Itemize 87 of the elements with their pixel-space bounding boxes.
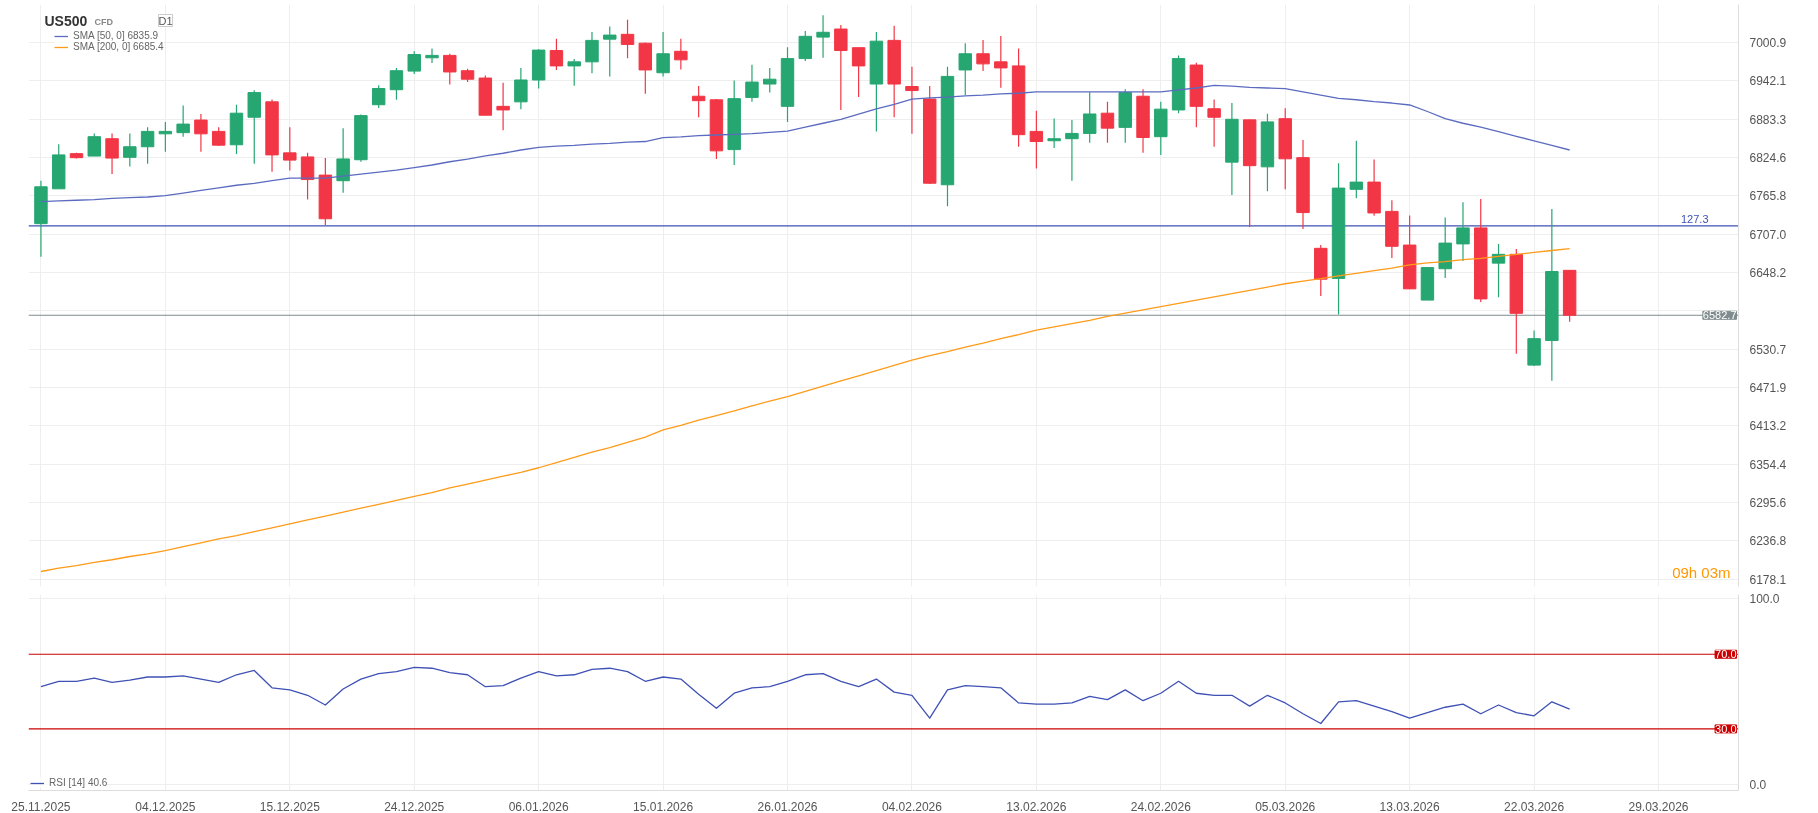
x-tick-label: 05.03.2026 [1255, 799, 1316, 813]
candlestick [407, 50, 421, 75]
y-tick-label: 6707.0 [1749, 227, 1787, 242]
candlestick [976, 39, 990, 72]
candlestick [745, 64, 759, 103]
y-tick-label: 6824.6 [1749, 150, 1787, 165]
y-tick-label: 6765.8 [1749, 189, 1787, 204]
x-tick-label: 29.03.2026 [1628, 799, 1689, 813]
candlestick [194, 113, 208, 153]
y-tick-label: 7000.9 [1749, 35, 1787, 50]
candlestick [1349, 140, 1364, 199]
candlestick [1047, 117, 1061, 149]
x-tick-label: 24.12.2025 [384, 799, 445, 813]
y-tick-label: 6471.9 [1749, 381, 1787, 396]
candlestick [567, 58, 581, 87]
candlestick [816, 14, 830, 59]
y-tick-label: 6648.2 [1749, 266, 1787, 281]
annotation: 127.3 [1680, 212, 1709, 225]
legend-label: RSI [14] 40.6 [49, 777, 108, 788]
line-series [40, 247, 1571, 573]
candlestick [834, 24, 848, 111]
candlestick [87, 132, 101, 157]
annotation: 09h 03m [1672, 563, 1731, 581]
candlestick [371, 84, 386, 109]
candlestick [140, 126, 155, 165]
candlestick [300, 152, 315, 200]
candlestick [674, 38, 688, 71]
y-tick-label: 100.0 [1749, 591, 1780, 606]
y-tick-label: 6530.7 [1749, 342, 1787, 357]
x-tick-label: 13.02.2026 [1006, 799, 1067, 813]
candlestick [514, 67, 528, 110]
x-tick-label: 24.02.2026 [1130, 799, 1192, 813]
x-tick-label: 04.12.2025 [135, 799, 196, 813]
y-tick-label: 6178.1 [1749, 572, 1787, 587]
x-tick-label: 13.03.2026 [1379, 799, 1441, 813]
y-tick-label: 6942.1 [1749, 74, 1787, 89]
y-tick-label: 6295.6 [1749, 496, 1787, 511]
y-tick-label: 6354.4 [1749, 457, 1787, 472]
candlestick [549, 38, 564, 71]
candlestick [389, 67, 404, 101]
candlestick [105, 132, 119, 175]
candlestick [1207, 98, 1221, 148]
candlestick [763, 67, 777, 94]
x-tick-label: 04.02.2026 [881, 799, 943, 813]
candlestick [425, 47, 439, 64]
text: CFD [94, 16, 114, 27]
ref-line-label: 30.0 [1715, 722, 1737, 735]
candlestick [211, 126, 226, 147]
legend-label: SMA [200, 0] 6685.4 [73, 41, 164, 52]
y-tick-label: 6236.8 [1749, 534, 1787, 549]
x-tick-label: 22.03.2026 [1504, 799, 1565, 813]
candlestick [1100, 101, 1115, 144]
line-series [40, 666, 1571, 725]
legend-label: SMA [50, 0] 6835.9 [73, 30, 159, 41]
candlestick [656, 31, 670, 77]
y-tick-label: 6413.2 [1749, 419, 1787, 434]
candlestick [798, 30, 813, 62]
candlestick [1082, 91, 1097, 144]
y-tick-label: 6883.3 [1749, 112, 1787, 127]
ref-line-label: 70.0 [1715, 648, 1737, 661]
candlestick [496, 82, 510, 131]
candlestick [176, 104, 190, 138]
x-tick-label: 15.12.2025 [259, 799, 321, 813]
candlestick [1029, 110, 1044, 170]
y-tick-label: 0.0 [1749, 778, 1767, 793]
candlestick [994, 35, 1008, 89]
ref-line-label: 6582.7 [1702, 309, 1737, 322]
x-tick-label: 25.11.2025 [11, 799, 71, 813]
candlestick [905, 66, 919, 135]
candlestick [158, 121, 173, 153]
candlestick [620, 19, 635, 59]
candlestick [585, 31, 599, 74]
candlestick [691, 85, 706, 118]
annotation: D1 [158, 14, 173, 27]
x-tick-label: 06.01.2026 [508, 799, 570, 813]
candlestick [603, 26, 617, 77]
candlestick [1065, 119, 1079, 182]
candlestick [283, 126, 297, 172]
candlestick [336, 127, 350, 194]
x-tick-label: 15.01.2026 [633, 799, 694, 813]
candlestick [851, 47, 866, 98]
text: US500 [44, 12, 88, 29]
candlestick [443, 53, 457, 86]
x-tick-label: 26.01.2026 [757, 799, 818, 813]
candlestick [123, 132, 137, 168]
candlestick [958, 42, 972, 96]
candlestick [1456, 201, 1470, 262]
